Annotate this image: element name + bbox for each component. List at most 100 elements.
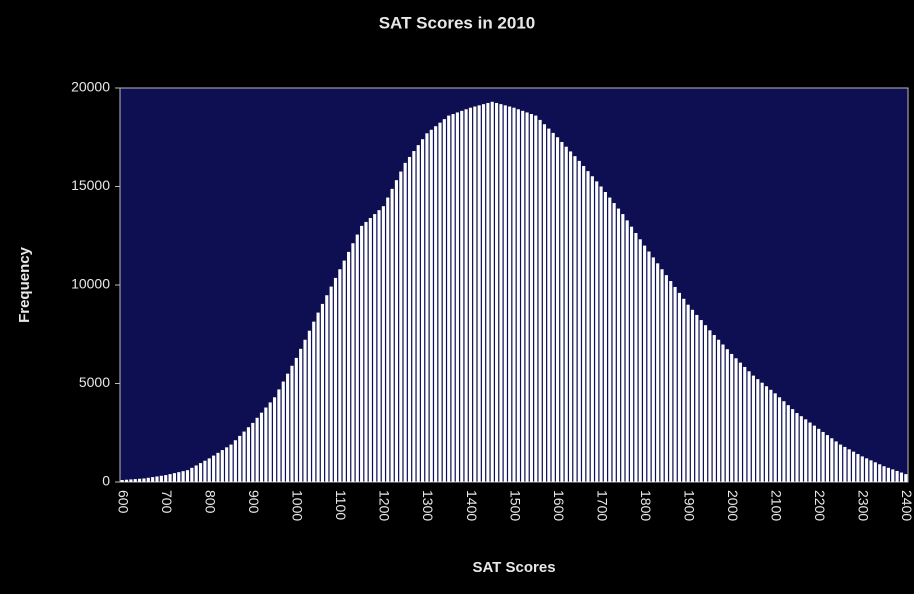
bar: [508, 106, 512, 482]
bar: [555, 137, 560, 482]
bar: [364, 221, 368, 482]
bar: [612, 203, 616, 482]
y-tick-label: 10000: [71, 276, 110, 292]
bar: [277, 389, 281, 482]
bar: [873, 462, 877, 482]
bar: [429, 129, 433, 482]
bar: [860, 456, 864, 482]
bar: [159, 475, 163, 482]
bar: [399, 171, 403, 482]
bar: [390, 188, 394, 482]
bar: [451, 114, 455, 482]
x-tick-label: 1200: [377, 490, 393, 521]
bar: [812, 425, 816, 482]
bar: [407, 156, 412, 482]
bar: [703, 325, 708, 482]
x-tick-label: 1300: [420, 490, 436, 521]
bar: [316, 312, 320, 482]
bar: [843, 446, 847, 482]
bar: [120, 480, 124, 482]
bar: [216, 452, 220, 482]
bar: [682, 298, 686, 482]
bar: [194, 465, 198, 482]
bar: [442, 119, 446, 482]
bar: [164, 475, 168, 482]
bar: [477, 105, 481, 482]
bar: [198, 463, 203, 482]
bar: [621, 214, 625, 482]
bar: [146, 477, 150, 482]
bar: [830, 438, 834, 482]
bar: [242, 431, 246, 482]
bar: [760, 382, 764, 482]
x-tick-label: 1700: [594, 490, 610, 521]
bar: [486, 102, 490, 483]
bar: [290, 365, 294, 482]
y-tick-label: 15000: [71, 177, 110, 193]
bar: [725, 349, 729, 482]
bar: [455, 112, 459, 482]
bar: [190, 467, 194, 482]
bar: [595, 181, 599, 483]
bar: [743, 366, 747, 482]
bar: [516, 109, 520, 482]
bar: [233, 440, 237, 482]
bar: [207, 458, 211, 482]
y-tick-label: 0: [102, 473, 110, 489]
bar: [268, 402, 272, 482]
bar: [629, 226, 634, 482]
bar: [124, 479, 129, 482]
bar: [834, 441, 838, 482]
bar: [712, 335, 716, 482]
bar: [425, 133, 429, 482]
bar: [351, 243, 355, 482]
bar: [804, 419, 808, 482]
bar: [438, 122, 442, 482]
bar: [386, 197, 390, 483]
bar: [590, 176, 594, 483]
bar: [769, 389, 773, 482]
bar: [460, 110, 464, 483]
bar: [238, 435, 242, 482]
bar: [899, 472, 904, 482]
bar: [342, 260, 346, 482]
bar: [181, 471, 185, 482]
bar: [721, 344, 725, 482]
bar: [799, 416, 803, 482]
bar: [434, 126, 438, 482]
bar: [699, 320, 703, 482]
bar: [869, 460, 873, 482]
x-tick-label: 700: [159, 490, 175, 514]
x-axis-title: SAT Scores: [472, 559, 555, 576]
bar: [246, 427, 250, 482]
bar: [538, 119, 542, 482]
bar: [730, 353, 734, 482]
bar: [329, 286, 333, 482]
bar: [212, 455, 216, 482]
bar: [373, 214, 377, 482]
bar: [299, 348, 303, 482]
bar: [394, 180, 399, 483]
bar: [203, 460, 207, 482]
bar: [560, 141, 564, 482]
bar: [717, 339, 721, 482]
bar: [416, 145, 420, 482]
bar: [464, 109, 468, 482]
bar: [808, 422, 812, 482]
bar: [664, 275, 668, 482]
bar: [525, 112, 529, 482]
bar: [542, 124, 547, 483]
y-axis-title: Frequency: [16, 246, 33, 323]
bar: [886, 467, 890, 482]
y-tick-label: 20000: [71, 79, 110, 95]
x-tick-label: 1100: [333, 490, 349, 520]
bar: [852, 451, 856, 482]
x-tick-label: 2400: [899, 490, 914, 521]
bar: [669, 281, 673, 482]
bar: [133, 479, 137, 482]
x-tick-label: 2000: [725, 490, 741, 521]
bar: [225, 447, 229, 482]
bar: [346, 251, 351, 482]
bar: [895, 470, 899, 482]
bar: [338, 269, 342, 482]
